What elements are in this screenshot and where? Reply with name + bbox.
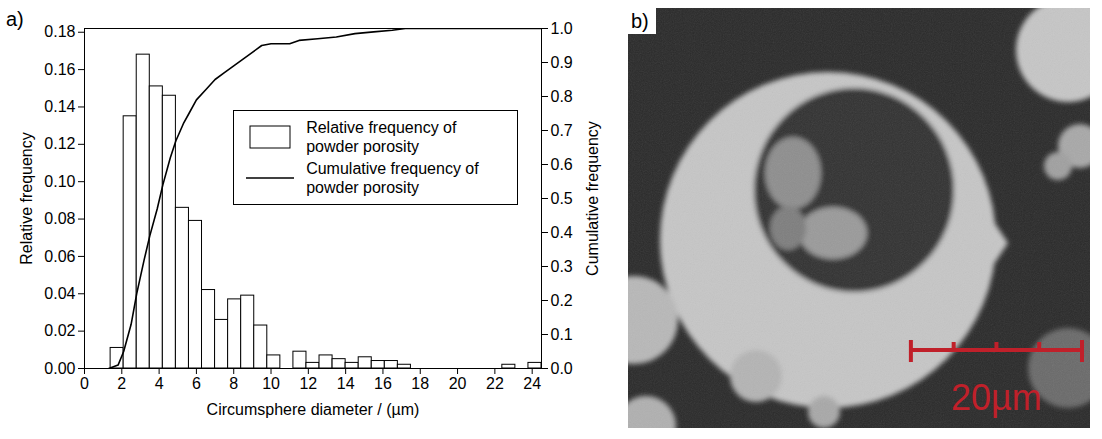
svg-text:Cumulative frequency: Cumulative frequency	[584, 121, 601, 276]
svg-text:0.5: 0.5	[551, 190, 573, 207]
svg-text:0.10: 0.10	[44, 173, 75, 190]
svg-text:22: 22	[486, 375, 504, 392]
svg-text:20: 20	[449, 375, 467, 392]
svg-text:10: 10	[262, 375, 280, 392]
svg-text:0.9: 0.9	[551, 54, 573, 71]
svg-text:18: 18	[411, 375, 429, 392]
svg-text:1.0: 1.0	[551, 20, 573, 37]
svg-text:0.18: 0.18	[44, 23, 75, 40]
svg-text:24: 24	[523, 375, 541, 392]
html-text:Cumulative frequency of powder: Cumulative frequency of powder porosity	[306, 160, 479, 197]
svg-text:20µm: 20µm	[951, 377, 1042, 418]
svg-text:0.0: 0.0	[551, 360, 573, 377]
svg-text:8: 8	[229, 375, 238, 392]
svg-text:0.08: 0.08	[44, 210, 75, 227]
svg-text:2: 2	[117, 375, 126, 392]
html-text:Relative frequency of powder p: Relative frequency of powder porosity	[306, 118, 457, 155]
svg-text:14: 14	[337, 375, 355, 392]
svg-text:0.6: 0.6	[551, 156, 573, 173]
svg-text:0.7: 0.7	[551, 122, 573, 139]
svg-text:0.16: 0.16	[44, 61, 75, 78]
svg-text:0.4: 0.4	[551, 224, 573, 241]
svg-text:b): b)	[631, 10, 649, 32]
svg-text:0.02: 0.02	[44, 322, 75, 339]
svg-text:0.06: 0.06	[44, 248, 75, 265]
svg-text:0.12: 0.12	[44, 135, 75, 152]
svg-text:0.04: 0.04	[44, 285, 75, 302]
svg-text:16: 16	[374, 375, 392, 392]
svg-text:0.2: 0.2	[551, 292, 573, 309]
svg-text:0.1: 0.1	[551, 326, 573, 343]
svg-text:0.3: 0.3	[551, 258, 573, 275]
svg-text:4: 4	[155, 375, 164, 392]
svg-text:Circumsphere diameter / (µm): Circumsphere diameter / (µm)	[207, 401, 420, 418]
svg-text:6: 6	[192, 375, 201, 392]
svg-text:Relative frequency: Relative frequency	[18, 132, 35, 265]
svg-text:0: 0	[80, 375, 89, 392]
svg-text:0.8: 0.8	[551, 88, 573, 105]
svg-text:0.00: 0.00	[44, 360, 75, 377]
svg-text:12: 12	[299, 375, 317, 392]
html-text:a): a)	[6, 8, 24, 30]
svg-text:0.14: 0.14	[44, 98, 75, 115]
